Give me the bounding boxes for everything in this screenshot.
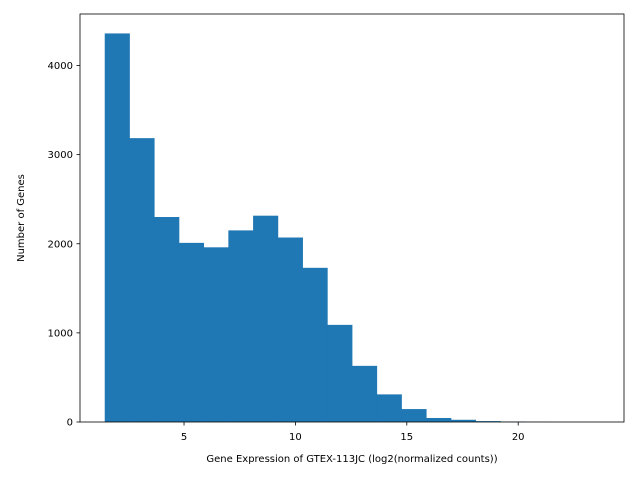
histogram-bar xyxy=(302,267,328,422)
histogram-bar xyxy=(475,421,501,422)
x-tick-label: 20 xyxy=(512,432,525,443)
histogram-bar xyxy=(426,417,452,422)
x-tick-label: 5 xyxy=(181,432,187,443)
histogram-bar xyxy=(104,33,130,423)
histogram-bar xyxy=(203,247,229,422)
bars-group xyxy=(104,33,600,423)
histogram-bar xyxy=(401,409,427,422)
y-axis-label: Number of Genes xyxy=(16,174,27,262)
x-tick-label: 15 xyxy=(400,432,413,443)
histogram-bar xyxy=(129,138,155,422)
histogram-bar xyxy=(154,217,180,422)
x-axis-label: Gene Expression of GTEX-113JC (log2(norm… xyxy=(206,454,497,465)
y-tick-label: 3000 xyxy=(48,150,73,161)
histogram-bar xyxy=(327,324,353,422)
histogram-bar xyxy=(228,230,254,422)
histogram-bar xyxy=(450,419,477,422)
y-tick-label: 0 xyxy=(67,418,73,429)
x-axis-ticks: 5 10 15 20 xyxy=(181,422,525,443)
y-tick-label: 4000 xyxy=(48,61,73,72)
plot-frame xyxy=(79,13,625,423)
y-tick-label: 2000 xyxy=(48,239,73,250)
y-tick-label: 1000 xyxy=(48,328,73,339)
histogram-bar xyxy=(352,365,378,422)
histogram-bar xyxy=(376,394,402,422)
histogram-bar xyxy=(277,237,303,422)
histogram-bar xyxy=(253,215,279,422)
histogram-bar xyxy=(178,242,205,422)
x-tick-label: 10 xyxy=(289,432,302,443)
y-axis-ticks: 0 1000 2000 3000 4000 xyxy=(48,61,80,429)
